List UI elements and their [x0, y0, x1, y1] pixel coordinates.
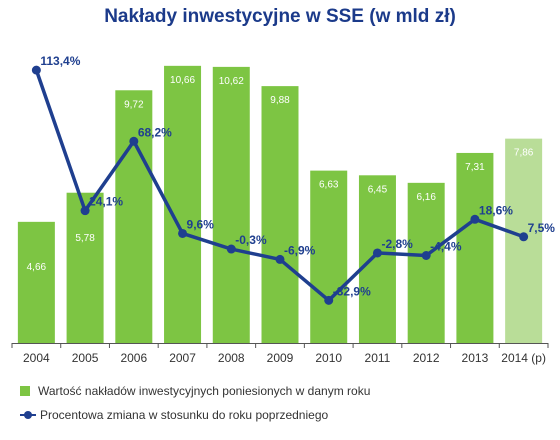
- line-value-label: 18,6%: [479, 203, 513, 217]
- line-value-label: -2,8%: [381, 237, 413, 251]
- bar-value-label: 6,63: [319, 180, 339, 191]
- legend-label-bars: Wartość nakładów inwestycyjnych poniesio…: [38, 384, 371, 398]
- x-tick-label: 2004: [23, 351, 50, 365]
- legend-label-line: Procentowa zmiana w stosunku do roku pop…: [40, 408, 329, 422]
- line-value-label: 68,2%: [138, 125, 172, 139]
- bar-2013: [456, 152, 494, 343]
- legend-line-swatch: [20, 410, 36, 420]
- line-value-label: -0,3%: [235, 233, 267, 247]
- line-point: [470, 214, 480, 224]
- line-point: [31, 65, 41, 75]
- x-tick-label: 2014 (p): [501, 351, 546, 365]
- line-point: [129, 136, 139, 146]
- x-tick-label: 2012: [413, 351, 440, 365]
- line-value-label: 7,5%: [528, 221, 556, 235]
- bar-2012: [407, 182, 445, 343]
- x-tick-label: 2013: [462, 351, 489, 365]
- bar-value-label: 9,72: [124, 99, 144, 110]
- legend-bar-swatch: [20, 386, 30, 396]
- x-tick-label: 2009: [267, 351, 294, 365]
- line-point: [421, 251, 431, 261]
- bar-value-label: 9,88: [270, 95, 290, 106]
- x-tick-label: 2008: [218, 351, 245, 365]
- bar-2008: [212, 66, 250, 343]
- bar-value-label: 6,16: [416, 192, 436, 203]
- bar-2010: [310, 170, 348, 343]
- line-value-label: 24,1%: [89, 195, 123, 209]
- line-point: [80, 206, 90, 216]
- x-tick-label: 2010: [315, 351, 342, 365]
- x-tick-label: 2006: [120, 351, 147, 365]
- bar-value-label: 10,62: [219, 76, 244, 87]
- line-value-label: -4,4%: [430, 240, 462, 254]
- legend-item-line: Procentowa zmiana w stosunku do roku pop…: [20, 408, 328, 422]
- line-point: [275, 254, 285, 264]
- line-point: [226, 244, 236, 254]
- bar-2005: [66, 192, 104, 343]
- bar-value-label: 10,66: [170, 75, 195, 86]
- line-value-label: 113,4%: [40, 54, 80, 68]
- bar-2004: [17, 221, 55, 343]
- bar-2006: [115, 90, 153, 343]
- bar-2009: [261, 86, 299, 344]
- line-value-label: -6,9%: [284, 243, 316, 257]
- bar-value-label: 6,45: [368, 184, 388, 195]
- line-value-label: -32,9%: [333, 284, 371, 298]
- bar-2011: [358, 175, 396, 343]
- x-tick-label: 2007: [169, 351, 196, 365]
- line-value-label: 9,6%: [187, 217, 215, 231]
- bar-value-label: 7,31: [465, 162, 485, 173]
- x-tick-label: 2011: [365, 351, 391, 365]
- line-point: [519, 232, 529, 242]
- bar-2007: [164, 65, 202, 343]
- bar-value-label: 7,86: [514, 148, 534, 159]
- line-point: [324, 295, 334, 305]
- x-tick-label: 2005: [72, 351, 99, 365]
- bar-value-label: 4,66: [27, 262, 47, 273]
- legend-item-bars: Wartość nakładów inwestycyjnych poniesio…: [20, 384, 370, 398]
- line-point: [178, 228, 188, 238]
- chart-title: Nakłady inwestycyjne w SSE (w mld zł): [104, 6, 456, 27]
- bar-value-label: 5,78: [75, 233, 95, 244]
- line-point: [372, 248, 382, 258]
